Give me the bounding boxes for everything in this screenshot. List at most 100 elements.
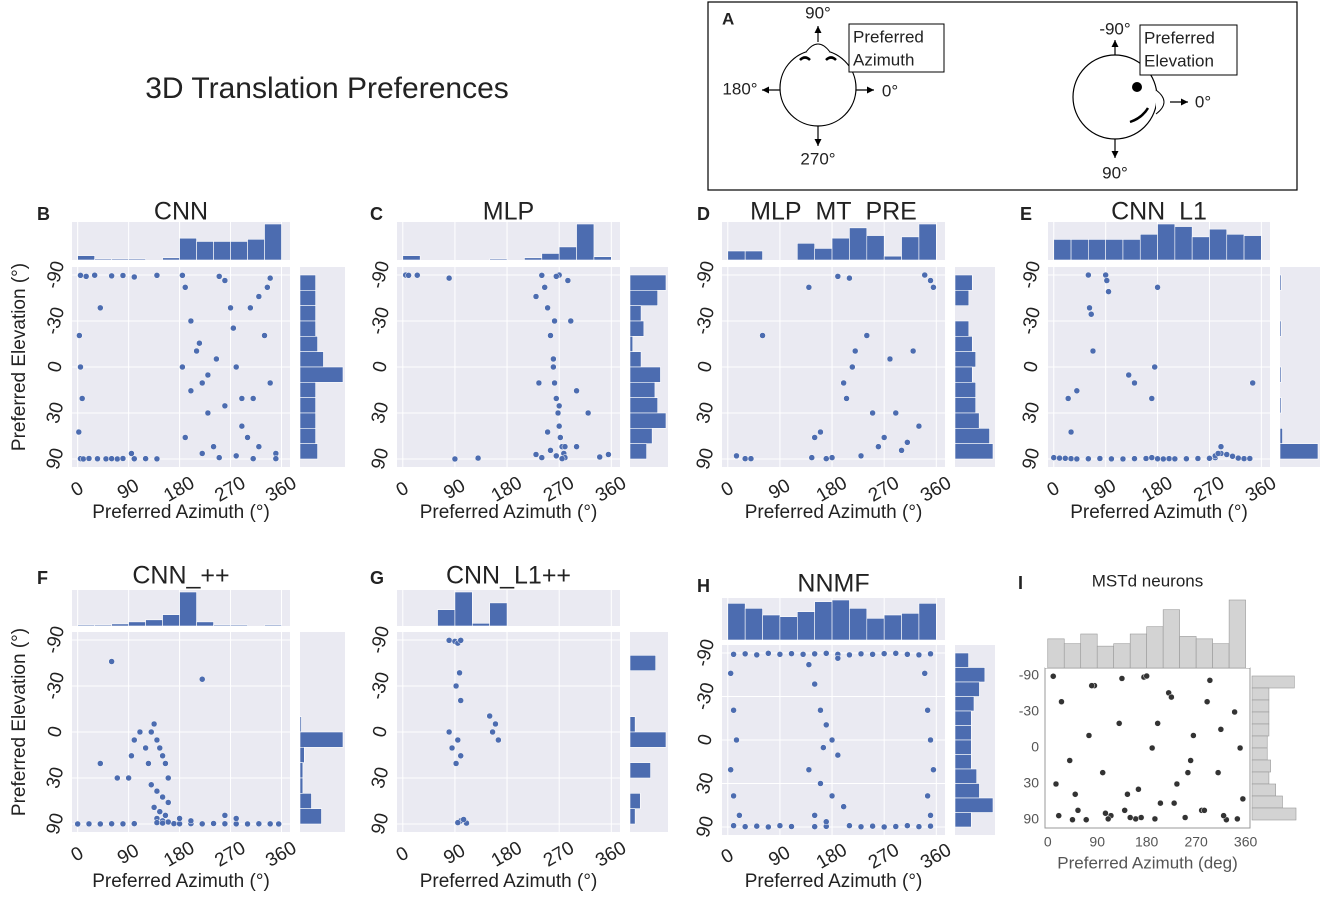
point [550, 363, 557, 371]
point [232, 363, 240, 371]
point [547, 447, 554, 454]
hist-bar [299, 808, 322, 825]
hist-bar [299, 336, 318, 352]
point [238, 422, 246, 430]
hist-bar [883, 255, 902, 261]
panel-title: MLP_MT_PRE [750, 198, 917, 226]
point [457, 697, 464, 704]
x-axis-label: Preferred Azimuth (deg) [1057, 853, 1237, 872]
point [148, 781, 155, 789]
hist-bar [901, 613, 920, 641]
panel-label: H [697, 576, 710, 596]
point [1249, 379, 1256, 387]
point [148, 728, 155, 736]
point [1143, 672, 1150, 680]
angle-label: 180° [722, 79, 757, 98]
point [1148, 454, 1156, 461]
point [1087, 310, 1095, 318]
point [892, 650, 900, 657]
hist-bar [299, 305, 316, 322]
point [1064, 395, 1072, 402]
point [213, 355, 220, 363]
y-tick-label: 90 [1019, 446, 1045, 472]
point [555, 422, 563, 430]
point [892, 409, 900, 417]
point [1089, 347, 1097, 355]
point [108, 820, 115, 828]
point [840, 803, 847, 810]
angle-label: 270° [800, 149, 835, 168]
point [788, 823, 795, 830]
y-tick-label: 30 [43, 765, 69, 791]
point [741, 823, 749, 830]
point [1067, 428, 1075, 436]
point [557, 434, 564, 441]
hist-bar [1251, 687, 1270, 701]
point [80, 455, 87, 463]
point [544, 428, 551, 436]
point [846, 274, 853, 282]
point [244, 820, 251, 828]
y-tick-label: 90 [693, 814, 719, 840]
point [108, 658, 115, 665]
point [904, 651, 911, 658]
point [834, 654, 842, 662]
point [1154, 455, 1161, 463]
point [840, 379, 847, 387]
point [451, 455, 459, 463]
point [851, 347, 859, 355]
panel-label: A [722, 9, 734, 28]
hist-bar [954, 768, 978, 784]
caption: Preferred [853, 27, 924, 46]
point [849, 363, 856, 371]
point [1183, 455, 1190, 463]
y-axis-label: Preferred Elevation (°) [9, 628, 30, 816]
x-tick-label: 270 [865, 840, 903, 874]
point [765, 823, 772, 831]
point [74, 820, 81, 828]
point [238, 395, 246, 402]
hist-bar [111, 258, 129, 261]
point [927, 650, 934, 658]
point [136, 728, 144, 736]
point [843, 395, 850, 402]
point [880, 823, 888, 831]
x-tick-label: 90 [1089, 834, 1105, 850]
hist-bar [954, 397, 977, 414]
point [924, 792, 931, 800]
hist-bar [196, 621, 214, 627]
point [823, 721, 830, 729]
y-tick-label: -30 [1018, 305, 1045, 337]
hist-bar [128, 258, 146, 261]
hist-bar [629, 382, 656, 398]
point [445, 728, 453, 736]
point [1246, 455, 1254, 462]
point [765, 650, 772, 657]
point [1217, 726, 1225, 733]
hist-bar [471, 622, 490, 627]
hist-bar [1251, 735, 1268, 749]
hist-bar [1251, 783, 1276, 797]
hist-bar [1251, 771, 1270, 785]
hist-bar [1088, 239, 1106, 261]
point [153, 787, 161, 795]
point [456, 669, 463, 677]
hist-bar [918, 223, 937, 261]
point [1131, 379, 1138, 387]
point [198, 379, 206, 387]
point [736, 812, 743, 819]
point [97, 304, 104, 312]
hist-bar [954, 696, 975, 712]
point [727, 766, 734, 774]
hist-bar [1063, 643, 1082, 669]
point [131, 820, 138, 827]
y-tick-label: -30 [692, 680, 719, 712]
hist-bar [299, 412, 316, 429]
point [125, 774, 132, 782]
hist-bar [77, 255, 95, 261]
hist-bar [1070, 239, 1089, 261]
hist-bar [831, 599, 850, 641]
point [753, 822, 761, 830]
hist-bar [1122, 239, 1141, 261]
point [567, 317, 575, 325]
